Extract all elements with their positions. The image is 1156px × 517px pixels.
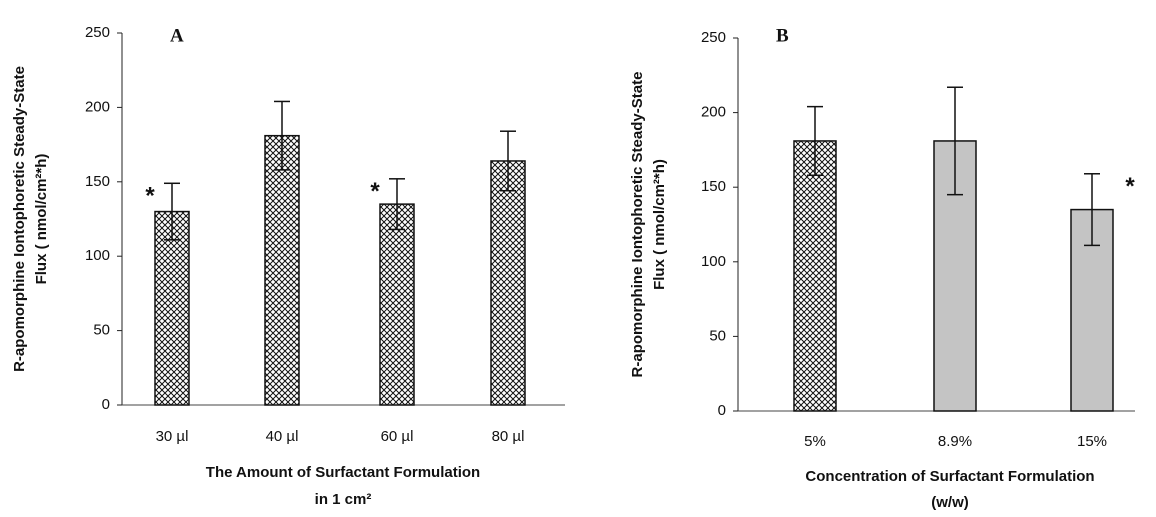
bar bbox=[490, 160, 526, 406]
y-tick-label: 200 bbox=[85, 98, 110, 115]
y-tick-label: 50 bbox=[709, 327, 726, 344]
significance-marker: * bbox=[145, 183, 155, 210]
y-axis-label: Flux ( nmol/cm²*h) bbox=[33, 154, 50, 285]
y-tick-label: 250 bbox=[85, 24, 110, 41]
x-axis-label: The Amount of Surfactant Formulation bbox=[206, 464, 480, 481]
bar bbox=[379, 203, 415, 406]
x-tick-label: 30 µl bbox=[156, 428, 189, 445]
y-tick-label: 0 bbox=[102, 396, 110, 413]
y-tick-label: 250 bbox=[701, 29, 726, 46]
significance-marker: * bbox=[1125, 173, 1135, 200]
x-tick-label: 40 µl bbox=[266, 428, 299, 445]
y-tick-label: 200 bbox=[701, 104, 726, 121]
y-tick-label: 50 bbox=[93, 322, 110, 339]
x-axis-label: in 1 cm² bbox=[315, 491, 372, 508]
panel-title: B bbox=[776, 25, 789, 46]
y-axis-label: R-apomorphine Iontophoretic Steady-State bbox=[11, 66, 28, 372]
x-tick-label: 15% bbox=[1077, 433, 1107, 450]
y-axis-label: R-apomorphine Iontophoretic Steady-State bbox=[629, 72, 646, 378]
x-axis-label: Concentration of Surfactant Formulation bbox=[805, 468, 1094, 485]
y-tick-label: 100 bbox=[85, 247, 110, 264]
y-axis-label: Flux ( nmol/cm²*h) bbox=[651, 159, 668, 290]
y-tick-label: 150 bbox=[701, 178, 726, 195]
y-tick-label: 150 bbox=[85, 173, 110, 190]
significance-marker: * bbox=[370, 178, 380, 205]
x-tick-label: 80 µl bbox=[492, 428, 525, 445]
x-tick-label: 60 µl bbox=[381, 428, 414, 445]
panel-title: A bbox=[170, 25, 184, 46]
x-tick-label: 8.9% bbox=[938, 433, 972, 450]
x-axis-label: (w/w) bbox=[931, 494, 969, 511]
bar bbox=[264, 134, 300, 406]
y-tick-label: 100 bbox=[701, 253, 726, 270]
bar bbox=[154, 210, 190, 406]
y-tick-label: 0 bbox=[718, 402, 726, 419]
bar bbox=[793, 140, 837, 412]
x-tick-label: 5% bbox=[804, 433, 826, 450]
